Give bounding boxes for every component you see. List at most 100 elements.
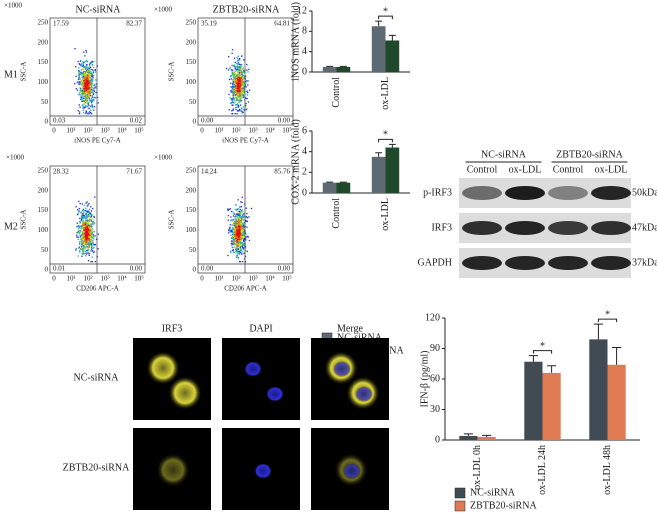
quadrant-value: 28.32 (53, 168, 69, 176)
cell-dot (236, 255, 237, 256)
cell-dot (90, 244, 91, 245)
cell-dot (86, 83, 87, 84)
cell-dot (88, 249, 89, 250)
cell-dot (86, 253, 87, 254)
cell-dot (86, 225, 87, 226)
cell-dot (87, 226, 88, 227)
cell-dot (91, 218, 92, 219)
cell-dot (76, 82, 77, 83)
cell-dot (242, 197, 243, 198)
cell-dot (241, 222, 242, 223)
cell-dot (81, 99, 82, 100)
cell-dot (237, 94, 238, 95)
cell-dot (89, 111, 90, 112)
cell-dot (79, 225, 80, 226)
cell-dot (83, 209, 84, 210)
cell-dot (247, 71, 248, 72)
blot-group: NC-siRNA (481, 149, 527, 160)
cell-dot (82, 75, 83, 76)
blot-row-label: p-IRF3 (423, 187, 452, 198)
cell-dot (228, 210, 229, 211)
cell-dot (233, 93, 234, 94)
cell-dot (81, 74, 82, 75)
cell-dot (92, 65, 93, 66)
cell-dot (83, 88, 84, 89)
cell-dot (76, 235, 77, 236)
cell-dot (86, 239, 87, 240)
cell-dot (229, 109, 230, 110)
cell-dot (83, 74, 84, 75)
error-bar (375, 153, 382, 157)
cell-dot (241, 83, 242, 84)
cell-dot (234, 98, 235, 99)
cell-dot (237, 113, 238, 114)
cell-dot (88, 70, 89, 71)
cell-dot (78, 94, 79, 95)
cell-dot (242, 79, 243, 80)
cell-dot (238, 257, 239, 258)
cell-dot (94, 217, 95, 218)
cell-dot (94, 196, 95, 197)
cell-dot (233, 231, 234, 232)
band (548, 186, 588, 200)
cell-dot (85, 50, 86, 51)
y-tick-label: 200 (186, 186, 197, 194)
cell-dot (87, 78, 88, 79)
cell-dot (82, 61, 83, 62)
cell-dot (237, 91, 238, 92)
cell-dot (95, 86, 96, 87)
cell-dot (76, 226, 77, 227)
cell-dot (241, 254, 242, 255)
cell-dot (90, 243, 91, 244)
cell-dot (238, 230, 239, 231)
y-axis-label: SSC-A (168, 62, 176, 82)
cell-dot (78, 239, 79, 240)
annotation: * (605, 309, 610, 320)
cell-dot (239, 83, 240, 84)
cell-dot (90, 77, 91, 78)
cell-dot (238, 56, 239, 57)
cell-dot (247, 92, 248, 93)
cell-dot (237, 246, 238, 247)
cell-dot (237, 65, 238, 66)
error-bar (482, 435, 491, 437)
cell-dot (84, 210, 85, 211)
y-tick-label: 120 (425, 312, 440, 323)
cell-dot (233, 108, 234, 109)
x-tick-label: 10⁴ (117, 275, 127, 283)
cell-dot (236, 93, 237, 94)
cell-dot (238, 236, 239, 237)
x-tick-label: 10⁴ (265, 275, 275, 283)
cell-dot (247, 251, 248, 252)
quadrant-value: 0.00 (201, 117, 214, 125)
cell-dot (93, 72, 94, 73)
cell-dot (81, 212, 82, 213)
cell-dot (94, 245, 95, 246)
cell-dot (237, 217, 238, 218)
y-tick-label: 100 (186, 226, 197, 234)
cell-dot (249, 240, 250, 241)
cell-dot (238, 220, 239, 221)
multiplier: ×1000 (6, 154, 24, 162)
cell-dot (242, 77, 243, 78)
cell-dot (241, 89, 242, 90)
cell-dot (234, 252, 235, 253)
cell-dot (235, 249, 236, 250)
cell-dot (235, 238, 236, 239)
cell-dot (241, 108, 242, 109)
cell-dot (234, 73, 235, 74)
x-tick-label: 10³ (100, 275, 109, 283)
cell-dot (91, 85, 92, 86)
annotation: * (383, 130, 388, 141)
cell-dot (85, 227, 86, 228)
cell-dot (233, 212, 234, 213)
cell-dot (90, 105, 91, 106)
cell-dot (89, 84, 90, 85)
cell-dot (79, 84, 80, 85)
cell-dot (227, 208, 228, 209)
cell-dot (239, 99, 240, 100)
cell-dot (82, 63, 83, 64)
cell-dot (85, 77, 86, 78)
cell-dot (242, 251, 243, 252)
cell-dot (87, 217, 88, 218)
